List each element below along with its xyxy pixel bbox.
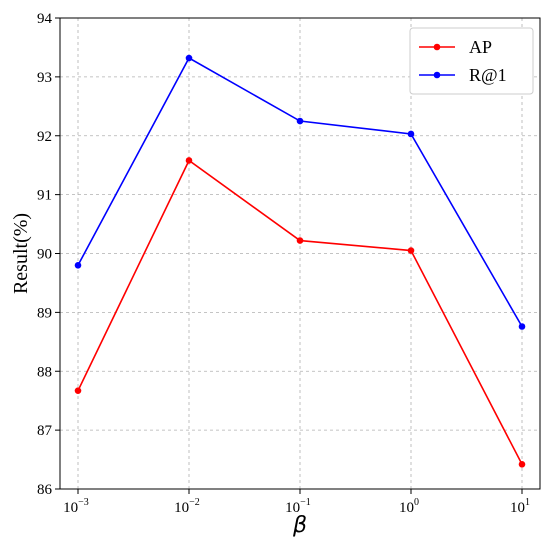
y-tick-label: 86 [37, 482, 53, 498]
y-tick-label: 93 [37, 70, 52, 86]
x-tick-label: 101 [510, 497, 530, 516]
data-point [518, 323, 526, 330]
legend-item: AP [419, 37, 492, 57]
legend-box [409, 27, 534, 95]
series-r-1 [74, 54, 526, 330]
x-tick-label-base: 10 [174, 500, 189, 516]
data-point [296, 237, 304, 244]
data-point [518, 460, 526, 468]
data-point [296, 117, 304, 125]
x-tick-label: 10−3 [63, 497, 89, 516]
data-point [74, 387, 82, 394]
x-tick-label-exponent: −3 [78, 497, 89, 508]
y-tick-label: 92 [37, 129, 52, 145]
x-tick-label-exponent: −2 [189, 497, 200, 508]
grid [60, 18, 540, 489]
x-tick-label-base: 10 [510, 500, 525, 516]
legend-swatch-marker [433, 43, 441, 51]
x-axis-label: β [292, 513, 307, 538]
x-tick-label-base: 10 [63, 500, 78, 516]
y-tick-label: 87 [37, 423, 53, 439]
legend-swatch-marker [433, 71, 441, 79]
data-point [185, 54, 193, 62]
data-point [407, 130, 415, 138]
x-tick-label: 10−2 [174, 497, 200, 516]
x-tick-label-exponent: 0 [414, 497, 419, 508]
data-point [74, 261, 82, 269]
x-tick-label-base: 10 [285, 500, 300, 516]
y-tick-label: 90 [37, 247, 52, 263]
y-tick-label: 94 [37, 11, 53, 27]
legend-label: AP [469, 37, 492, 57]
y-tick-label: 88 [37, 364, 52, 380]
plot-series [74, 54, 526, 468]
x-tick-label-exponent: 1 [525, 497, 530, 508]
y-tick-label: 91 [37, 188, 52, 204]
data-point [185, 157, 193, 164]
y-axis-label: Result(%) [10, 213, 32, 294]
data-point [407, 247, 415, 254]
x-tick-label-base: 10 [399, 500, 414, 516]
x-tick-label: 10−1 [285, 497, 311, 516]
series-ap [74, 157, 526, 468]
legend: AP R@1 [409, 27, 534, 95]
y-tick-label: 89 [37, 305, 52, 321]
x-tick-label-exponent: −1 [300, 497, 311, 508]
x-tick-label: 100 [399, 497, 419, 516]
legend-label: R@1 [469, 65, 507, 85]
legend-item: R@1 [419, 65, 507, 85]
